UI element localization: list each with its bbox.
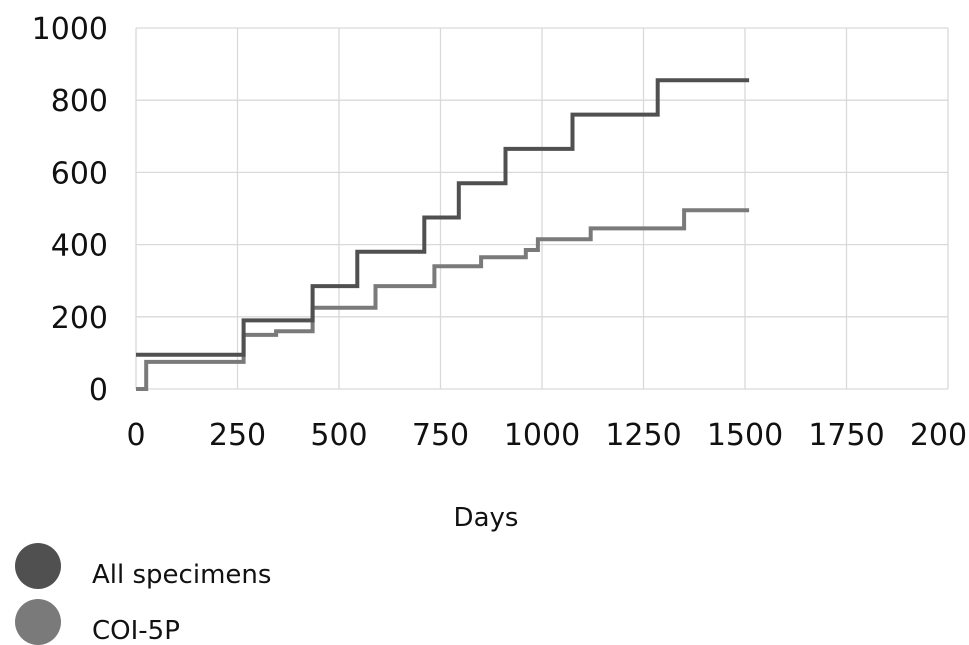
x-tick-label-2000: 2000 [910, 418, 969, 453]
legend-item-all-specimens: All specimens [15, 543, 271, 590]
legend-swatch-coi-5p [15, 599, 61, 645]
legend-item-coi-5p: COI-5P [15, 599, 180, 645]
x-tick-label-1750: 1750 [808, 418, 884, 453]
series-line-all-specimens [136, 78, 750, 357]
legend-label-all-specimens: All specimens [92, 560, 271, 590]
y-tick-label-400: 400 [51, 229, 108, 264]
x-axis-title: Days [454, 503, 519, 533]
x-tick-label-500: 500 [310, 418, 367, 453]
grid [135, 27, 949, 390]
legend-swatch-all-specimens [15, 543, 61, 589]
x-tick-label-1500: 1500 [707, 418, 783, 453]
legend: All specimens COI-5P [15, 543, 271, 645]
series-group [136, 78, 750, 391]
y-tick-label-800: 800 [51, 84, 108, 119]
x-tick-label-1250: 1250 [605, 418, 681, 453]
y-tick-label-200: 200 [51, 301, 108, 336]
x-tick-label-750: 750 [412, 418, 469, 453]
x-axis-ticks: 0 250 500 750 1000 1250 1500 1750 2000 [126, 418, 969, 453]
x-tick-label-250: 250 [209, 418, 266, 453]
y-tick-label-600: 600 [51, 156, 108, 191]
y-tick-label-1000: 1000 [32, 12, 108, 47]
x-tick-label-1000: 1000 [504, 418, 580, 453]
y-axis-ticks: 0 200 400 600 800 1000 [32, 12, 108, 408]
legend-label-coi-5p: COI-5P [92, 616, 180, 645]
y-tick-label-0: 0 [89, 373, 108, 408]
x-tick-label-0: 0 [126, 418, 145, 453]
series-line-coi-5p [136, 208, 750, 391]
